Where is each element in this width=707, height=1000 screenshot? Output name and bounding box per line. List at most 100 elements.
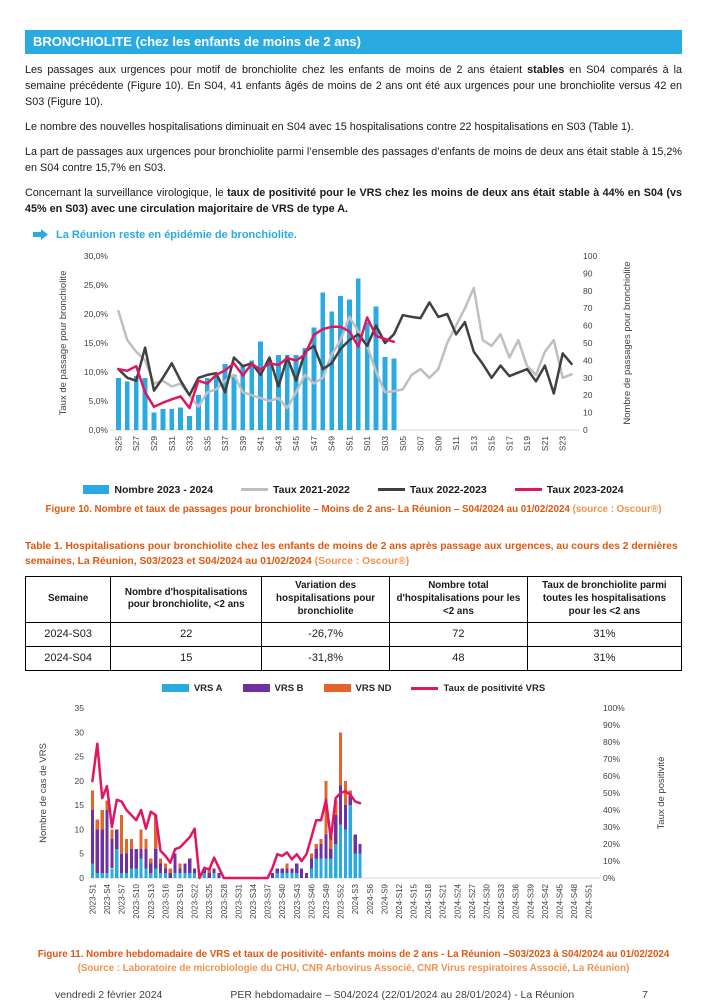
line-taux-2023-2024: [117, 316, 396, 409]
svg-text:S15: S15: [487, 435, 497, 450]
svg-text:2023-S10: 2023-S10: [132, 883, 141, 918]
svg-text:40%: 40%: [603, 805, 620, 815]
arrow-right-icon: [33, 229, 48, 241]
svg-text:10: 10: [583, 407, 593, 417]
legend-item-taux-2021-2022: Taux 2021-2022: [241, 484, 350, 496]
bars-vrs-a: [90, 804, 362, 878]
section-title: BRONCHIOLITE (chez les enfants de moins …: [33, 34, 361, 49]
svg-text:2024-S24: 2024-S24: [453, 883, 462, 918]
legend-label: VRS B: [274, 682, 304, 694]
line-swatch: [377, 488, 405, 492]
legend-label: Taux 2021-2022: [273, 483, 350, 496]
legend-label: Taux de positivité VRS: [443, 682, 546, 694]
svg-text:5,0%: 5,0%: [89, 396, 109, 406]
line-swatch: [241, 488, 269, 492]
cell-nb-hosp: 15: [110, 645, 263, 671]
svg-text:2023-S4: 2023-S4: [103, 883, 112, 914]
figure10-caption-source: (source : Oscour®): [572, 503, 662, 515]
svg-text:2024-S6: 2024-S6: [366, 883, 375, 914]
table1-caption: Table 1. Hospitalisations pour bronchiol…: [25, 540, 682, 570]
bar-swatch: [83, 485, 110, 495]
svg-text:S21: S21: [540, 435, 550, 450]
svg-text:30,0%: 30,0%: [84, 251, 109, 261]
line-swatch: [411, 686, 439, 690]
section-header: BRONCHIOLITE (chez les enfants de moins …: [25, 30, 682, 54]
svg-text:80: 80: [583, 286, 593, 296]
svg-text:2023-S19: 2023-S19: [176, 883, 185, 918]
text-segment: Concernant la surveillance virologique, …: [25, 186, 228, 199]
figure11-caption-source: (Source : Laboratoire de microbiologie d…: [77, 963, 630, 975]
paragraph-virologie: Concernant la surveillance virologique, …: [25, 186, 682, 218]
table1-caption-text: Table 1. Hospitalisations pour bronchiol…: [25, 541, 678, 568]
svg-text:S07: S07: [416, 435, 426, 450]
svg-text:50: 50: [583, 338, 593, 348]
svg-text:2023-S31: 2023-S31: [234, 883, 243, 918]
cell-semaine: 2024-S03: [24, 621, 112, 647]
svg-text:70%: 70%: [603, 754, 620, 764]
svg-text:S13: S13: [469, 435, 479, 450]
svg-text:2024-S48: 2024-S48: [570, 883, 579, 918]
figure11-caption: Figure 11. Nombre hebdomadaire de VRS et…: [8, 948, 699, 977]
svg-text:S03: S03: [380, 435, 390, 450]
text-segment: stables: [527, 64, 565, 76]
svg-text:2024-S12: 2024-S12: [395, 883, 404, 918]
svg-text:35: 35: [75, 703, 85, 713]
svg-text:80%: 80%: [603, 737, 620, 747]
svg-text:10: 10: [75, 824, 85, 834]
figure11-legend: VRS A VRS B VRS ND Taux de positivité VR…: [0, 683, 707, 694]
svg-text:S43: S43: [273, 435, 283, 450]
legend-item-vrs-a: VRS A: [161, 683, 223, 694]
bar-swatch: [242, 684, 270, 692]
svg-text:2024-S27: 2024-S27: [468, 883, 477, 918]
svg-text:S49: S49: [327, 435, 337, 450]
cell-taux: 31%: [526, 621, 683, 647]
svg-text:2023-S28: 2023-S28: [220, 883, 229, 918]
legend-label: Taux 2022-2023: [409, 483, 487, 496]
table1: Semaine Nombre d'hospitalisations pour b…: [24, 576, 683, 671]
svg-text:15: 15: [75, 800, 85, 810]
svg-text:2023-S49: 2023-S49: [322, 883, 331, 918]
footer-date: vendredi 2 février 2024: [55, 988, 163, 1000]
legend-item-taux-2023-2024: Taux 2023-2024: [514, 484, 624, 496]
svg-text:30: 30: [583, 373, 593, 383]
svg-text:100: 100: [583, 251, 597, 261]
text-segment: La part de passages aux urgences pour br…: [25, 145, 682, 174]
svg-text:2023-S7: 2023-S7: [118, 883, 127, 914]
figure10-caption: Figure 10. Nombre et taux de passages po…: [14, 503, 693, 517]
svg-text:2024-S51: 2024-S51: [585, 883, 594, 918]
svg-text:5: 5: [79, 848, 84, 858]
svg-text:2024-S30: 2024-S30: [483, 883, 492, 918]
svg-text:2024-S21: 2024-S21: [439, 883, 448, 918]
legend-item-nombre: Nombre 2023 - 2024: [83, 484, 213, 496]
bar-swatch: [323, 684, 351, 692]
svg-text:Taux de positivité: Taux de positivité: [656, 756, 667, 829]
col-header-semaine: Semaine: [24, 576, 112, 623]
svg-text:Nombre de cas de VRS: Nombre de cas de VRS: [38, 743, 49, 843]
legend-label: Nombre 2023 - 2024: [114, 483, 214, 496]
svg-text:2023-S1: 2023-S1: [88, 883, 97, 914]
svg-text:2024-S42: 2024-S42: [541, 883, 550, 918]
page-footer: vendredi 2 février 2024 PER hebdomadaire…: [25, 989, 682, 1000]
figure10-legend: Nombre 2023 - 2024 Taux 2021-2022 Taux 2…: [0, 484, 707, 496]
svg-text:S39: S39: [238, 435, 248, 450]
svg-text:2023-S13: 2023-S13: [147, 883, 156, 918]
svg-text:10%: 10%: [603, 856, 620, 866]
cell-variation: -26,7%: [261, 621, 391, 647]
text-segment: Le nombre des nouvelles hospitalisations…: [25, 120, 634, 133]
figure10-block: 0,0% 5,0% 10,0% 15,0% 20,0% 25,0% 30,0% 0 10 20 30…: [0, 246, 707, 496]
svg-text:Nombre de passages pour bronch: Nombre de passages pour bronchiolite: [622, 261, 633, 424]
bar-swatch: [161, 684, 189, 692]
cell-nb-total: 72: [389, 621, 528, 647]
cell-variation: -31,8%: [261, 645, 391, 671]
legend-item-vrs-nd: VRS ND: [323, 683, 391, 694]
cell-taux: 31%: [526, 645, 683, 671]
key-message-text: La Réunion reste en épidémie de bronchio…: [56, 228, 297, 241]
svg-text:S11: S11: [451, 435, 461, 450]
figure11-caption-text: Figure 11. Nombre hebdomadaire de VRS et…: [37, 948, 670, 960]
cell-semaine: 2024-S04: [24, 645, 112, 671]
key-message: La Réunion reste en épidémie de bronchio…: [33, 229, 682, 241]
line-taux-de-positivité-vrs: [91, 741, 362, 879]
text-segment: Les passages aux urgences pour motif de …: [25, 64, 528, 76]
svg-text:2024-S39: 2024-S39: [526, 883, 535, 918]
svg-text:30%: 30%: [603, 822, 620, 832]
